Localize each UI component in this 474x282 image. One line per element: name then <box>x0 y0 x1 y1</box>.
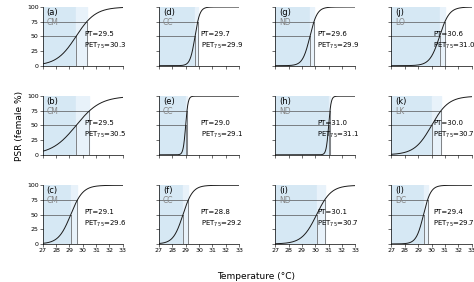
Text: CC: CC <box>163 107 173 116</box>
Bar <box>392 96 431 155</box>
Text: PT=30.6
PET$_{75}$=31.0: PT=30.6 PET$_{75}$=31.0 <box>433 31 474 51</box>
Bar <box>159 96 186 155</box>
Text: PT=29.1
PET$_{75}$=29.6: PT=29.1 PET$_{75}$=29.6 <box>84 210 127 229</box>
Bar <box>424 185 428 244</box>
Text: (e): (e) <box>163 97 175 106</box>
Y-axis label: PSR (female %): PSR (female %) <box>15 91 24 160</box>
Text: CC: CC <box>163 196 173 205</box>
Text: PT=29.5
PET$_{75}$=30.5: PT=29.5 PET$_{75}$=30.5 <box>84 120 127 140</box>
Bar <box>43 96 76 155</box>
Text: (l): (l) <box>395 186 404 195</box>
Bar <box>275 96 328 155</box>
Bar <box>275 7 310 66</box>
Text: (k): (k) <box>395 97 407 106</box>
Bar <box>159 185 183 244</box>
Text: (d): (d) <box>163 8 175 17</box>
Text: (a): (a) <box>46 8 58 17</box>
Text: LO: LO <box>395 17 405 27</box>
Bar <box>328 96 330 155</box>
Bar <box>275 185 317 244</box>
Text: ND: ND <box>279 107 291 116</box>
Text: PT=30.0
PET$_{75}$=30.7: PT=30.0 PET$_{75}$=30.7 <box>433 120 474 140</box>
Text: PT=31.0
PET$_{75}$=31.1: PT=31.0 PET$_{75}$=31.1 <box>317 120 359 140</box>
Bar <box>76 96 90 155</box>
Text: PT=29.5
PET$_{75}$=30.3: PT=29.5 PET$_{75}$=30.3 <box>84 31 127 51</box>
Bar <box>317 185 325 244</box>
Text: (i): (i) <box>279 186 288 195</box>
Text: DC: DC <box>395 196 407 205</box>
Bar <box>310 7 314 66</box>
Bar <box>431 96 441 155</box>
Bar <box>76 7 87 66</box>
Text: CM: CM <box>46 107 59 116</box>
Text: PT=29.4
PET$_{75}$=29.7: PT=29.4 PET$_{75}$=29.7 <box>433 210 474 229</box>
Text: CC: CC <box>163 17 173 27</box>
Text: Temperature (°C): Temperature (°C) <box>217 272 295 281</box>
Bar <box>186 96 187 155</box>
Bar <box>183 185 188 244</box>
Bar <box>159 7 195 66</box>
Text: (f): (f) <box>163 186 173 195</box>
Text: PT=30.1
PET$_{75}$=30.7: PT=30.1 PET$_{75}$=30.7 <box>317 210 359 229</box>
Bar <box>392 185 424 244</box>
Text: (b): (b) <box>46 97 59 106</box>
Text: PT=29.6
PET$_{75}$=29.9: PT=29.6 PET$_{75}$=29.9 <box>317 31 359 51</box>
Text: PT=29.0
PET$_{75}$=29.1: PT=29.0 PET$_{75}$=29.1 <box>201 120 243 140</box>
Text: PT=28.8
PET$_{75}$=29.2: PT=28.8 PET$_{75}$=29.2 <box>201 210 242 229</box>
Text: ND: ND <box>279 196 291 205</box>
Bar <box>71 185 77 244</box>
Bar <box>195 7 198 66</box>
Text: (c): (c) <box>46 186 58 195</box>
Bar <box>392 7 439 66</box>
Bar <box>43 7 76 66</box>
Text: LK: LK <box>395 107 405 116</box>
Text: CM: CM <box>46 196 59 205</box>
Text: ND: ND <box>279 17 291 27</box>
Text: CM: CM <box>46 17 59 27</box>
Text: (h): (h) <box>279 97 291 106</box>
Bar <box>439 7 445 66</box>
Bar <box>43 185 71 244</box>
Text: (g): (g) <box>279 8 291 17</box>
Text: (j): (j) <box>395 8 404 17</box>
Text: PT=29.7
PET$_{75}$=29.9: PT=29.7 PET$_{75}$=29.9 <box>201 31 243 51</box>
